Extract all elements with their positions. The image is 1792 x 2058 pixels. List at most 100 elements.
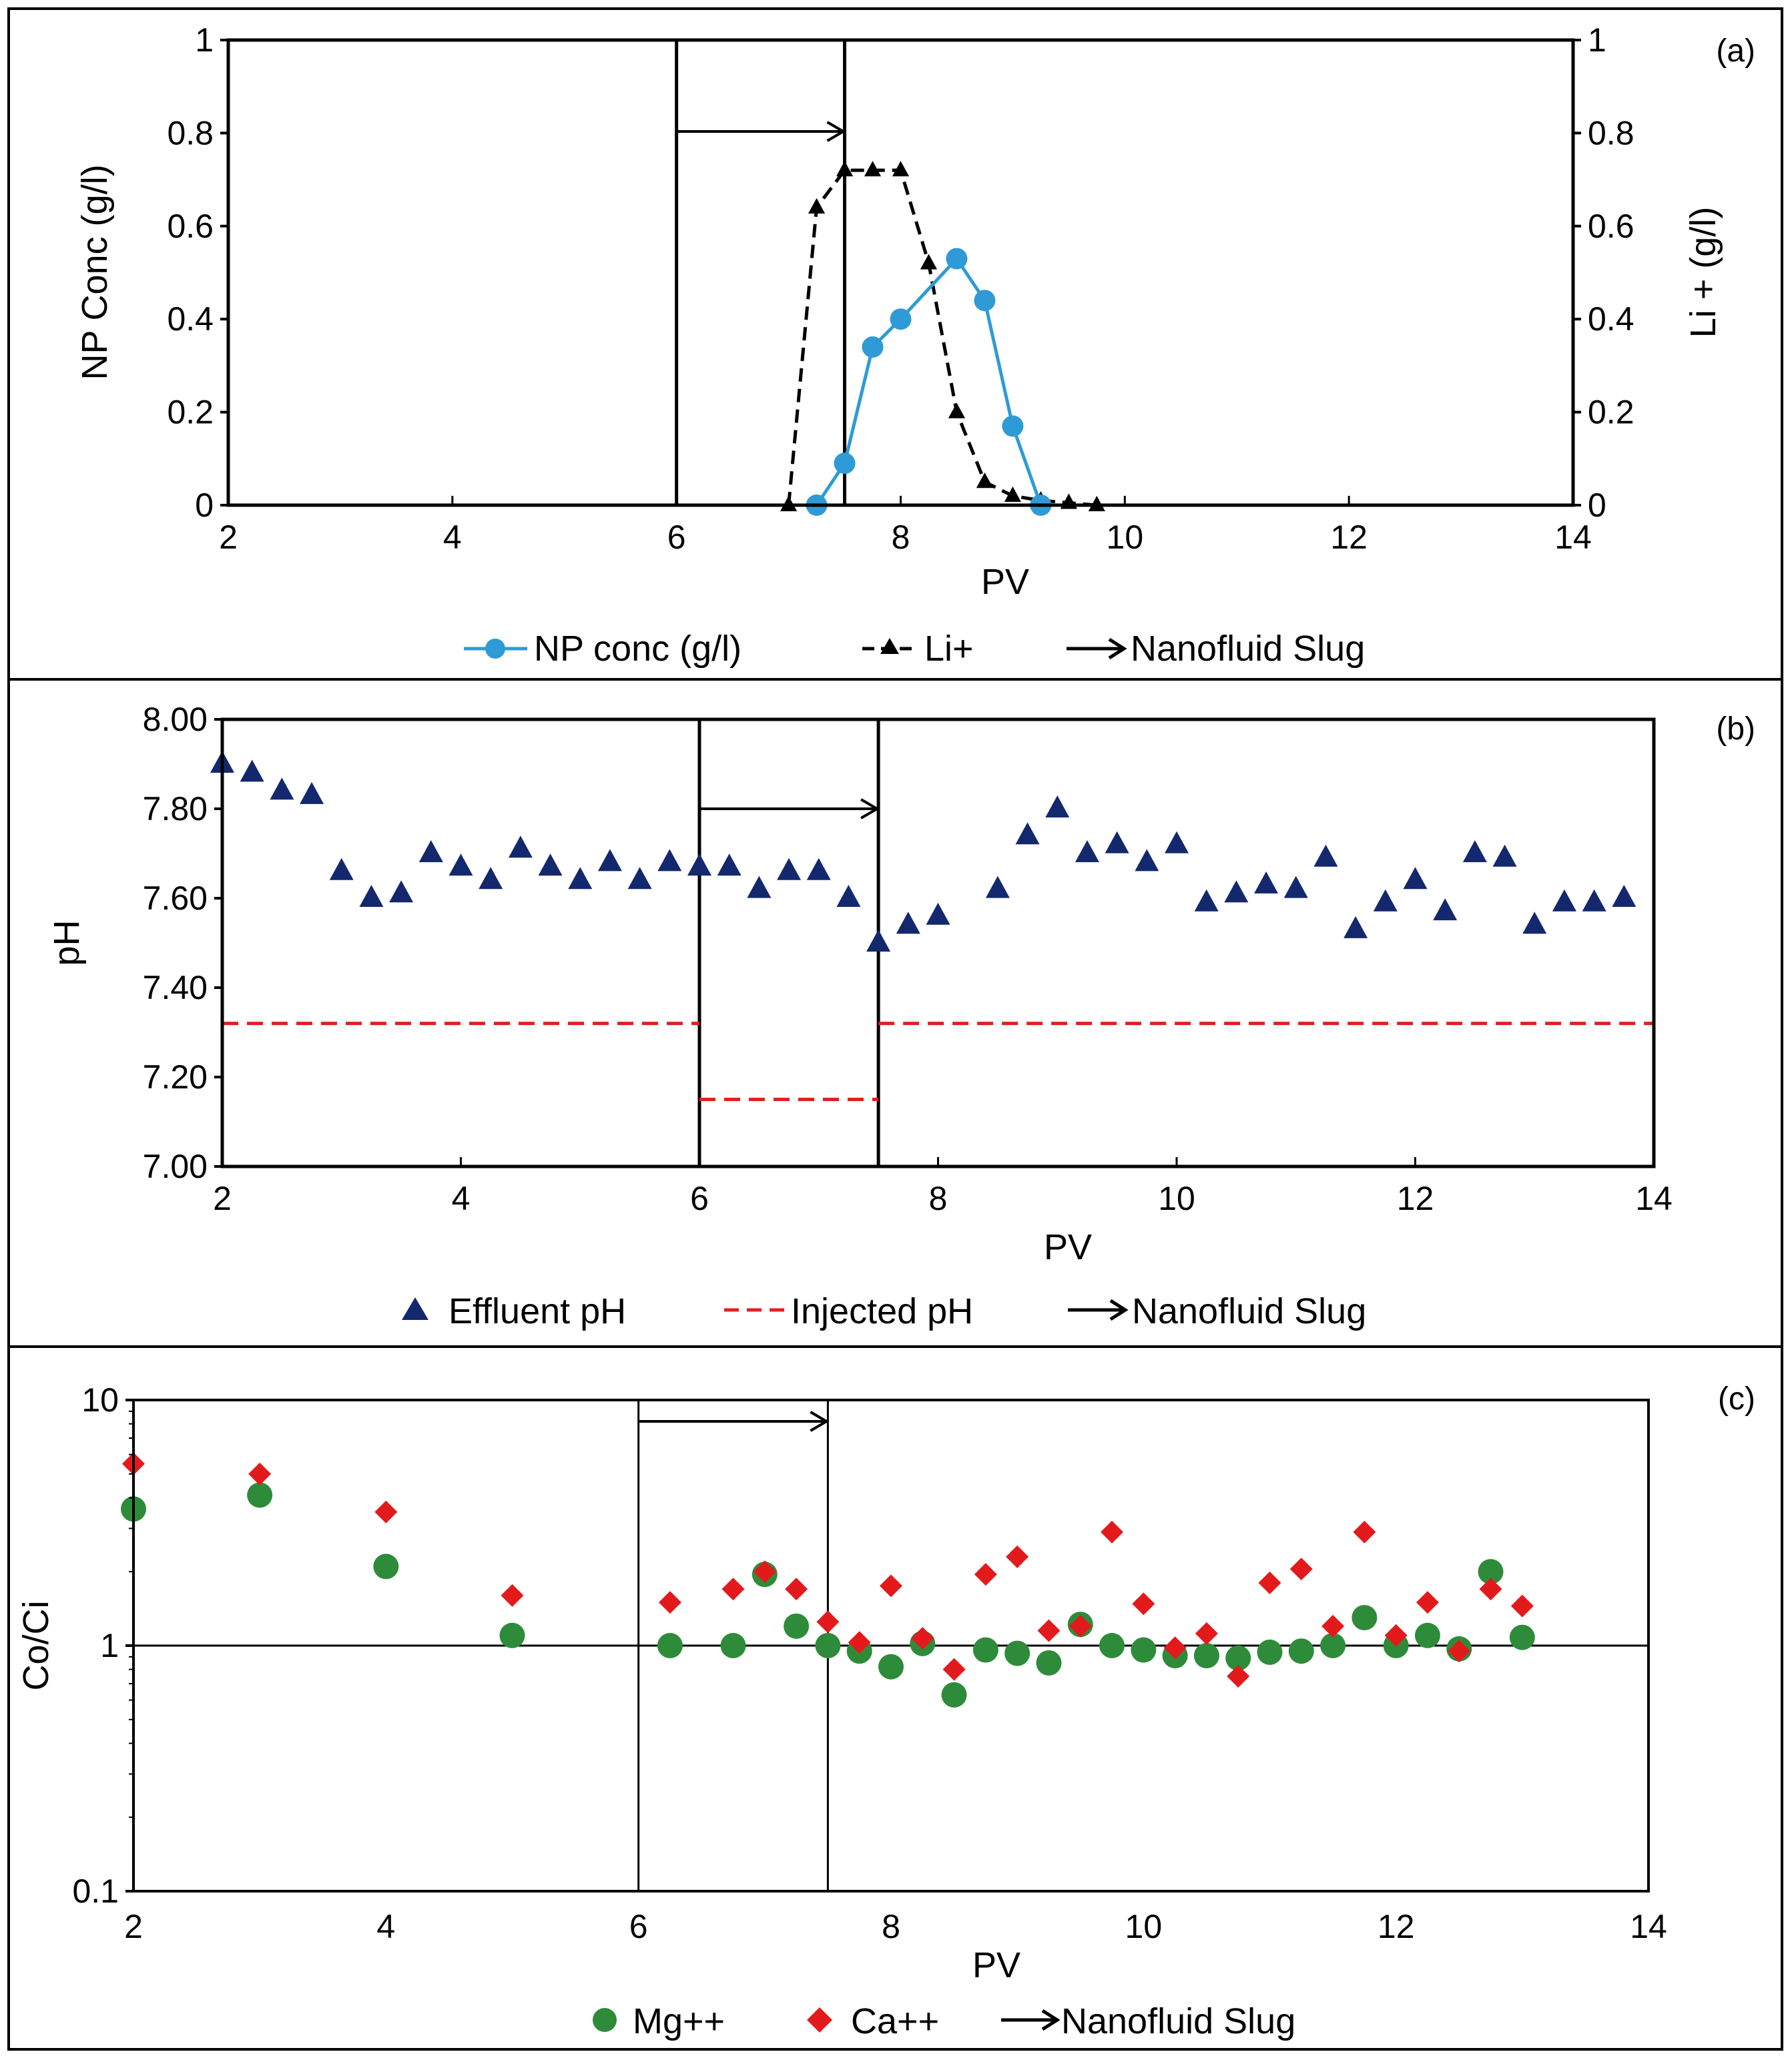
ca-point [911,1627,934,1650]
mg-point [972,1637,998,1663]
y2-tick-label: 0.8 [1588,114,1634,151]
legend-effluent-marker [402,1297,428,1320]
effluent-ph-point [1165,831,1189,853]
ca-point [501,1584,524,1607]
mg-point [1225,1645,1251,1671]
y-tick-label: 0.8 [167,114,214,151]
effluent-ph-point [1373,889,1398,912]
legend-slug-a-text: Nanofluid Slug [1131,629,1365,669]
panel-a-plot-area [226,38,1575,507]
ca-point [1479,1578,1502,1601]
effluent-ph-point [1313,844,1338,867]
effluent-ph-point [479,867,503,890]
legend-li-text: Li+ [924,629,974,669]
mg-point [815,1633,841,1658]
ca-point [848,1631,871,1654]
effluent-ph-point [359,885,384,907]
effluent-ph-point [687,853,711,876]
legend-li-marker [880,638,899,654]
ca-point [1416,1591,1439,1614]
ca-point [1289,1558,1313,1581]
mg-point [878,1654,904,1680]
y-tick-label: 8.00 [143,701,208,738]
legend-ca-marker [807,2007,832,2033]
ca-point [816,1610,840,1634]
effluent-ph-point [1075,840,1099,862]
x-tick-label: 14 [1635,1180,1673,1217]
ca-point [974,1563,997,1586]
effluent-ph-point [389,880,414,903]
panel-a-legend: NP conc (g/l) Li+ Nanofluid Slug [464,629,1365,669]
effluent-ph-point [1522,912,1547,934]
x-tick-label: 12 [1378,1908,1415,1945]
effluent-ph-point [1433,898,1458,921]
effluent-ph-point [1045,795,1070,817]
effluent-ph-point [1552,889,1576,912]
effluent-ph-point [806,858,831,880]
panel-c-legend: Mg++ Ca++ Nanofluid Slug [593,2001,1295,2041]
x-tick-label: 2 [213,1180,232,1217]
x-tick-label: 6 [629,1908,648,1945]
mg-point [941,1682,967,1708]
panel-c-xlabel: PV [972,1945,1020,1985]
legend-mg-marker [593,2008,617,2032]
x-tick-label: 6 [667,519,686,556]
panel-a-series [780,161,1105,516]
x-tick-label: 8 [929,1180,948,1217]
panel-c: 2 4 6 8 10 12 14 0.1 1 10 (c) PV Co/Ci Mg++ Ca++ … [16,1381,1755,2041]
y-tick-label: 0.2 [167,394,214,431]
effluent-ph-point [836,885,861,907]
li-point [808,198,826,214]
ca-point [1069,1614,1092,1638]
y-tick-label: 0.6 [167,208,214,245]
mg-point [1478,1559,1504,1585]
effluent-ph-point [657,849,682,872]
panel-b-ticks: 2 4 6 8 10 12 14 7.00 7.20 7.40 7.60 7.80 8.00 [143,701,1673,1217]
effluent-ph-point [1194,889,1219,912]
li-series-line [787,168,1097,507]
mg-point [1193,1643,1219,1669]
legend-np-marker [485,639,505,659]
ca-point [1321,1614,1345,1638]
effluent-ph-point [926,902,950,925]
legend-injected-text: Injected pH [791,1291,973,1331]
legend-slug-a-arrow-icon [1108,637,1127,660]
mg-point [1099,1633,1125,1658]
effluent-ph-point [1105,831,1129,853]
slug-arrow-head [810,1411,830,1432]
mg-point [1509,1624,1535,1650]
mg-point [1352,1605,1378,1631]
li-point [864,161,882,177]
effluent-ph-point [270,777,294,800]
y-tick-label: 7.00 [143,1148,208,1185]
panel-b-frame [7,678,1783,1348]
ca-point [1006,1545,1029,1568]
panel-c-ticks: 2 4 6 8 10 12 14 0.1 1 10 [72,1381,1667,1945]
effluent-ph-point [329,858,354,880]
np-point [890,308,912,330]
legend-slug-c-text: Nanofluid Slug [1061,2001,1295,2041]
y-tick-label: 0.4 [167,300,214,338]
x-tick-label: 10 [1158,1180,1195,1217]
effluent-ph-point [896,912,920,934]
effluent-ph-point [1582,889,1606,912]
mg-point [1131,1637,1157,1663]
y2-tick-label: 0.2 [1588,394,1634,431]
slug-arrow-head [860,798,880,819]
mg-point [499,1622,525,1648]
effluent-ph-point [418,840,443,862]
li-point [976,472,994,488]
li-point [948,402,966,418]
legend-mg-text: Mg++ [633,2001,725,2041]
x-tick-label: 8 [892,519,910,556]
y2-tick-label: 0 [1588,486,1606,524]
effluent-ph-point [1403,867,1428,890]
y2-tick-label: 0.6 [1588,208,1634,245]
effluent-ph-point [1283,876,1308,898]
mg-point [1414,1622,1440,1648]
effluent-ph-point [1135,849,1159,872]
ca-point [1101,1520,1124,1544]
panel-c-ylabel: Co/Ci [16,1600,56,1690]
